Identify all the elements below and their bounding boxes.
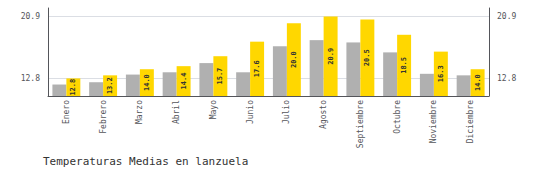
svg-text:14.0: 14.0 — [143, 74, 151, 91]
svg-text:Octubre: Octubre — [393, 100, 402, 134]
svg-text:Abril: Abril — [172, 100, 181, 124]
svg-text:Temperaturas Medias en lanzuel: Temperaturas Medias en lanzuela — [43, 155, 248, 168]
svg-text:Febrero: Febrero — [99, 100, 108, 134]
svg-text:17.6: 17.6 — [253, 60, 261, 77]
svg-text:18.5: 18.5 — [400, 57, 408, 74]
svg-text:Noviembre: Noviembre — [429, 100, 438, 144]
svg-text:12.8: 12.8 — [69, 79, 77, 96]
svg-text:15.7: 15.7 — [216, 68, 224, 85]
svg-text:Agosto: Agosto — [319, 100, 328, 129]
svg-text:20.9: 20.9 — [327, 48, 335, 65]
svg-text:20.0: 20.0 — [290, 51, 298, 68]
svg-text:12.8: 12.8 — [497, 74, 516, 83]
svg-text:Septiembre: Septiembre — [356, 100, 365, 148]
svg-text:Mayo: Mayo — [209, 100, 218, 119]
svg-text:Julio: Julio — [282, 100, 291, 124]
svg-text:14.0: 14.0 — [474, 74, 482, 91]
svg-text:14.4: 14.4 — [180, 73, 188, 90]
svg-text:Junio: Junio — [246, 100, 255, 124]
svg-text:20.9: 20.9 — [497, 12, 516, 21]
svg-text:12.8: 12.8 — [21, 74, 40, 83]
svg-text:20.5: 20.5 — [363, 49, 371, 66]
svg-text:Enero: Enero — [62, 100, 71, 124]
svg-text:Diciembre: Diciembre — [466, 100, 475, 144]
svg-text:Marzo: Marzo — [135, 100, 144, 124]
svg-text:16.3: 16.3 — [437, 65, 445, 82]
svg-text:20.9: 20.9 — [21, 12, 40, 21]
svg-text:13.2: 13.2 — [106, 77, 114, 94]
